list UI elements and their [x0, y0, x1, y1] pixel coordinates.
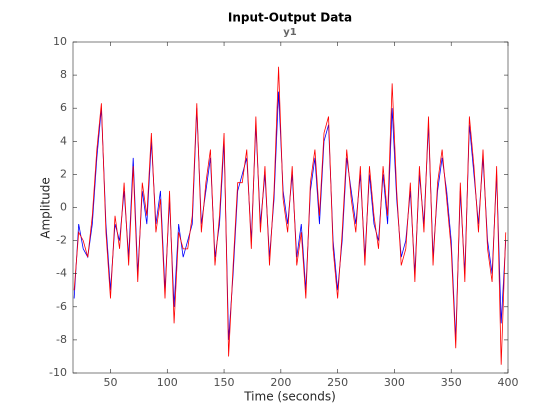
y-tick-label: 8 [60, 68, 67, 81]
x-tick-label: 200 [270, 376, 291, 389]
y-tick-label: 6 [60, 101, 67, 114]
chart-title: Input-Output Data [228, 11, 352, 25]
y-tick-label: 0 [60, 201, 67, 214]
x-tick-label: 50 [103, 376, 117, 389]
y-tick-label: -2 [56, 234, 67, 247]
y-tick-label: 10 [53, 35, 67, 48]
y-tick-label: -8 [56, 333, 67, 346]
y-axis-label: Amplitude [39, 177, 53, 239]
data-line [73, 66, 507, 365]
x-tick-label: 400 [498, 376, 519, 389]
y-tick-label: 4 [60, 134, 67, 147]
y-tick-label: -4 [56, 267, 67, 280]
x-tick-label: 300 [384, 376, 405, 389]
x-tick-label: 350 [441, 376, 462, 389]
y-tick-label: -10 [49, 366, 67, 379]
y-tick-label: -6 [56, 300, 67, 313]
chart-subtitle: y1 [283, 27, 297, 38]
y-tick-label: 2 [60, 167, 67, 180]
x-tick-label: 100 [157, 376, 178, 389]
x-tick-label: 250 [327, 376, 348, 389]
x-axis-label: Time (seconds) [243, 390, 336, 404]
x-tick-label: 150 [214, 376, 235, 389]
